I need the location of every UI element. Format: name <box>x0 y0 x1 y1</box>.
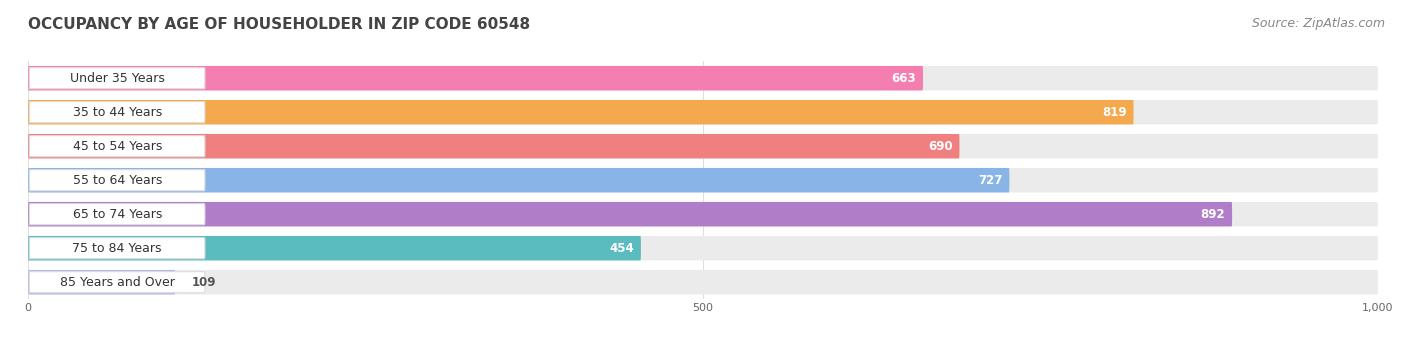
Text: 892: 892 <box>1201 208 1226 221</box>
FancyBboxPatch shape <box>28 66 922 90</box>
Text: 727: 727 <box>979 174 1002 187</box>
FancyBboxPatch shape <box>28 100 1378 124</box>
FancyBboxPatch shape <box>30 102 205 123</box>
FancyBboxPatch shape <box>30 238 205 259</box>
Text: 65 to 74 Years: 65 to 74 Years <box>73 208 162 221</box>
Text: OCCUPANCY BY AGE OF HOUSEHOLDER IN ZIP CODE 60548: OCCUPANCY BY AGE OF HOUSEHOLDER IN ZIP C… <box>28 17 530 32</box>
FancyBboxPatch shape <box>28 270 176 294</box>
Text: 663: 663 <box>891 72 917 85</box>
FancyBboxPatch shape <box>28 236 641 260</box>
FancyBboxPatch shape <box>30 272 205 293</box>
Text: 35 to 44 Years: 35 to 44 Years <box>73 106 162 119</box>
FancyBboxPatch shape <box>28 202 1378 226</box>
Text: Under 35 Years: Under 35 Years <box>70 72 165 85</box>
FancyBboxPatch shape <box>28 66 1378 90</box>
Text: 109: 109 <box>191 276 217 289</box>
Text: 819: 819 <box>1102 106 1126 119</box>
Text: 690: 690 <box>928 140 953 153</box>
Text: 75 to 84 Years: 75 to 84 Years <box>73 242 162 255</box>
FancyBboxPatch shape <box>28 134 1378 158</box>
FancyBboxPatch shape <box>30 136 205 157</box>
FancyBboxPatch shape <box>28 134 959 158</box>
FancyBboxPatch shape <box>28 100 1133 124</box>
FancyBboxPatch shape <box>30 204 205 225</box>
Text: Source: ZipAtlas.com: Source: ZipAtlas.com <box>1251 17 1385 30</box>
FancyBboxPatch shape <box>28 236 1378 260</box>
FancyBboxPatch shape <box>28 270 1378 294</box>
FancyBboxPatch shape <box>28 202 1232 226</box>
FancyBboxPatch shape <box>30 68 205 89</box>
FancyBboxPatch shape <box>28 168 1378 192</box>
FancyBboxPatch shape <box>28 168 1010 192</box>
Text: 45 to 54 Years: 45 to 54 Years <box>73 140 162 153</box>
Text: 85 Years and Over: 85 Years and Over <box>60 276 174 289</box>
Text: 55 to 64 Years: 55 to 64 Years <box>73 174 162 187</box>
Text: 454: 454 <box>609 242 634 255</box>
FancyBboxPatch shape <box>30 170 205 191</box>
